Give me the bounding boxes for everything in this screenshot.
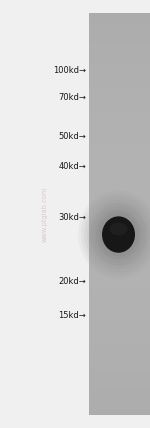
Ellipse shape (110, 223, 128, 235)
Bar (89, 18, 150, 23)
Bar (89, 199, 150, 204)
Bar (89, 194, 150, 199)
Bar (89, 48, 150, 53)
Bar (89, 360, 150, 365)
Bar (89, 244, 150, 249)
Bar (89, 28, 150, 33)
Bar (89, 380, 150, 385)
Bar (89, 239, 150, 244)
Text: 30kd→: 30kd→ (58, 213, 86, 222)
Bar (89, 23, 150, 28)
Bar (89, 68, 150, 73)
Bar (89, 43, 150, 48)
Bar (89, 108, 150, 113)
Bar (89, 73, 150, 78)
Bar (89, 189, 150, 194)
Ellipse shape (87, 200, 150, 269)
Bar (89, 93, 150, 98)
Bar (89, 83, 150, 88)
Bar (89, 229, 150, 234)
Bar (89, 279, 150, 284)
Bar (89, 340, 150, 345)
Bar (89, 249, 150, 254)
Bar (89, 184, 150, 189)
Ellipse shape (81, 193, 150, 276)
Bar (89, 159, 150, 164)
Bar (89, 405, 150, 410)
Ellipse shape (90, 203, 147, 266)
Ellipse shape (99, 213, 138, 256)
Bar (89, 285, 150, 289)
Bar (89, 53, 150, 58)
Bar (89, 254, 150, 259)
Bar (89, 335, 150, 340)
Ellipse shape (102, 217, 135, 253)
Bar (89, 330, 150, 335)
Ellipse shape (93, 207, 144, 262)
Ellipse shape (96, 210, 141, 259)
Ellipse shape (78, 190, 150, 279)
Bar (89, 274, 150, 279)
Bar (89, 269, 150, 274)
Bar (89, 13, 150, 18)
Bar (89, 355, 150, 360)
Bar (89, 149, 150, 154)
Bar (89, 154, 150, 159)
Bar (89, 103, 150, 108)
Bar (89, 219, 150, 224)
Bar (89, 163, 150, 169)
Bar (89, 98, 150, 103)
Bar (89, 38, 150, 43)
Bar (89, 78, 150, 83)
Bar (89, 300, 150, 305)
Text: 50kd→: 50kd→ (58, 131, 86, 141)
Bar (89, 385, 150, 390)
Bar (89, 309, 150, 315)
Text: www.ptglab.com: www.ptglab.com (42, 186, 48, 242)
Bar (89, 365, 150, 370)
Bar (89, 209, 150, 214)
Bar (89, 88, 150, 93)
Bar (89, 63, 150, 68)
Bar (89, 259, 150, 265)
Bar (89, 144, 150, 149)
Bar (89, 139, 150, 144)
Ellipse shape (84, 197, 150, 272)
Bar (89, 234, 150, 239)
Bar (89, 390, 150, 395)
Bar (89, 264, 150, 269)
Text: 15kd→: 15kd→ (58, 311, 86, 321)
Bar (89, 324, 150, 330)
Bar (89, 315, 150, 320)
Text: 40kd→: 40kd→ (58, 161, 86, 171)
Bar (89, 128, 150, 134)
Bar (89, 179, 150, 184)
Bar (89, 124, 150, 128)
Text: 70kd→: 70kd→ (58, 93, 86, 102)
Text: 100kd→: 100kd→ (53, 66, 86, 75)
Bar (89, 320, 150, 324)
Bar (89, 395, 150, 400)
Bar (89, 113, 150, 119)
Bar (89, 375, 150, 380)
Bar (89, 410, 150, 415)
Bar (89, 400, 150, 405)
Bar (89, 134, 150, 139)
Bar (89, 345, 150, 350)
Text: 20kd→: 20kd→ (58, 277, 86, 286)
Bar (89, 204, 150, 209)
Bar (89, 370, 150, 375)
Bar (89, 350, 150, 355)
Bar (89, 174, 150, 179)
Bar (89, 305, 150, 309)
Bar (89, 33, 150, 38)
Bar (89, 58, 150, 63)
Bar (89, 289, 150, 294)
Bar (89, 294, 150, 300)
Bar (89, 169, 150, 174)
Bar (89, 224, 150, 229)
Bar (89, 214, 150, 219)
Bar (89, 119, 150, 124)
